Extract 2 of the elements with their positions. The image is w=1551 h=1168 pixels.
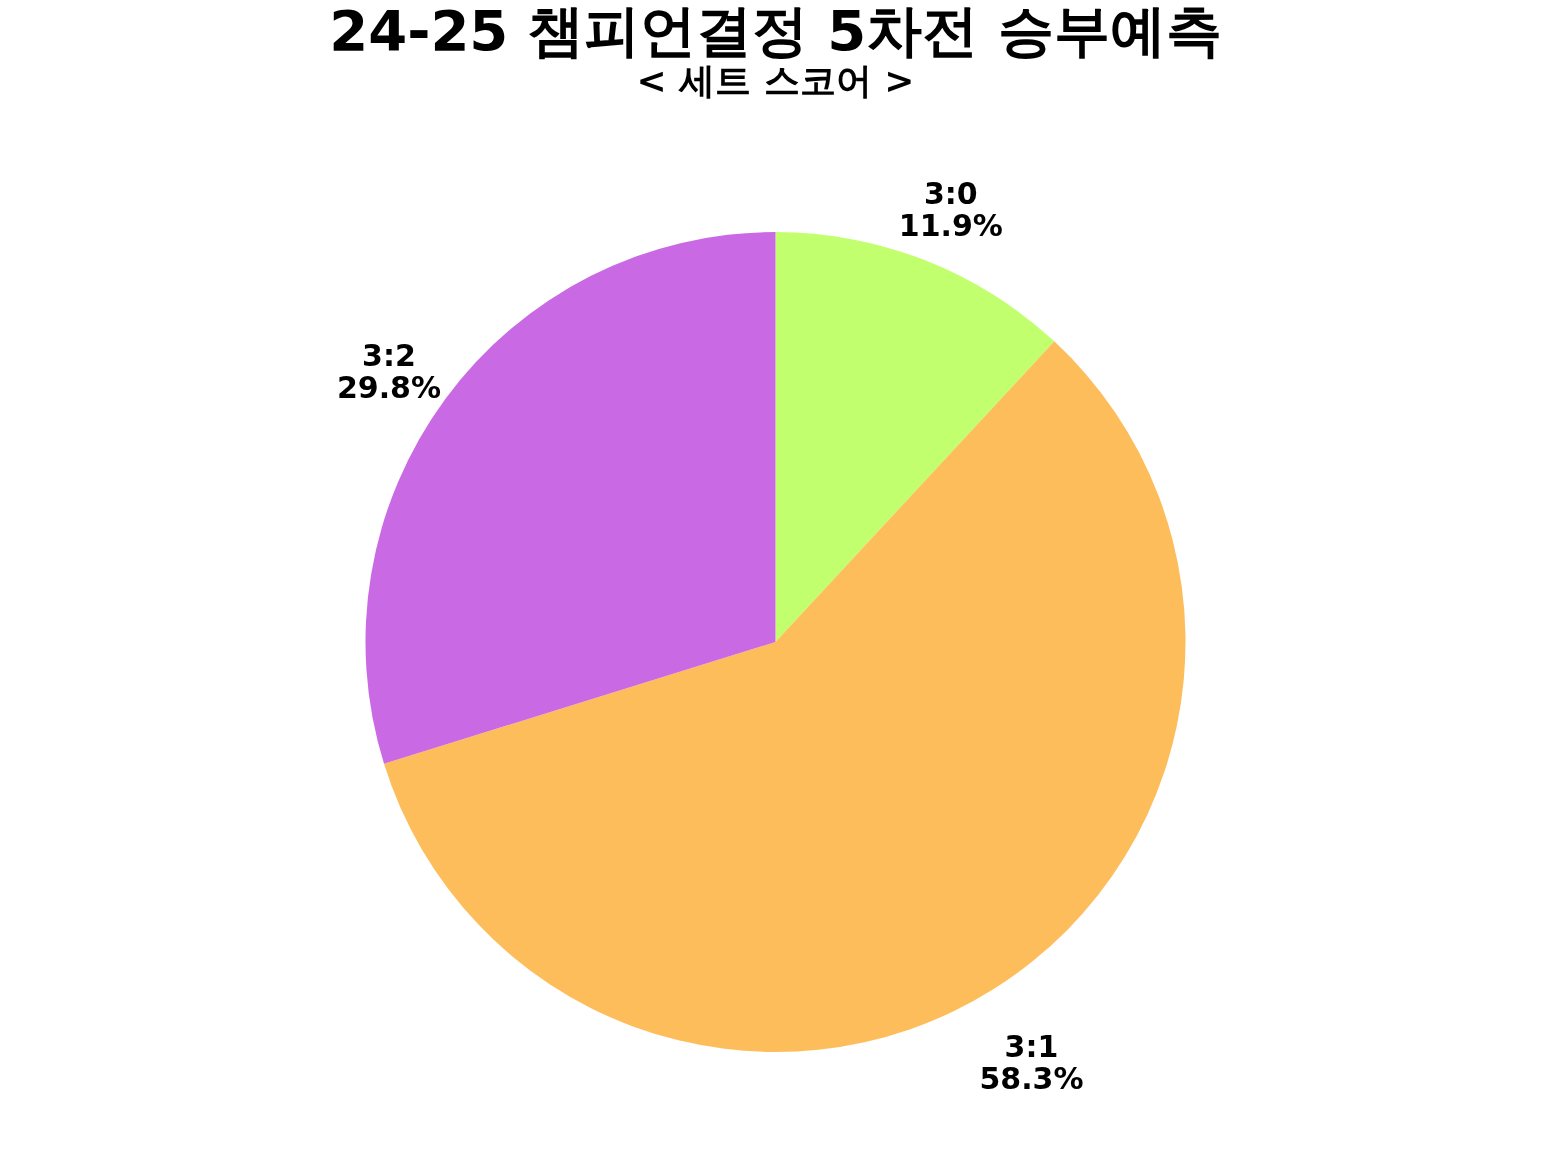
chart-title: 24-25 챔피언결정 5차전 승부예측 <box>329 0 1222 63</box>
chart-subtitle: < 세트 스코어 > <box>636 60 915 101</box>
